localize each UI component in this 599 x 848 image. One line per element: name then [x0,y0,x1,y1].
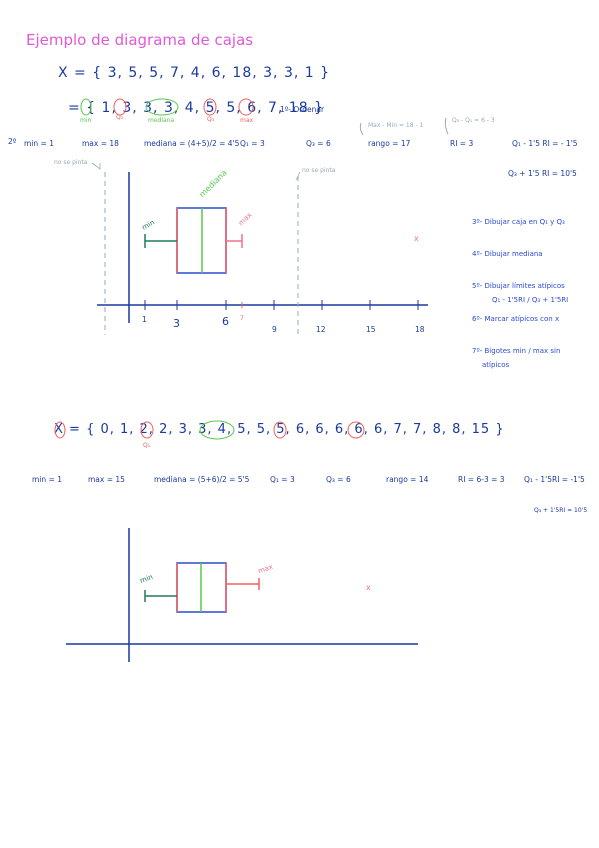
sorted-q1-label: Q₁ [116,114,124,121]
step-7-label: 7º- Bigotes min / max sin [472,347,561,355]
stat-range-2: rango = 14 [386,475,429,484]
step-3-label: 3º- Dibujar caja en Q₁ y Q₃ [472,218,565,226]
step-1-label: 1º- Ordenar [280,105,325,114]
stat-lower-fence-2: Q₁ - 1'5RI = -1'5 [524,475,585,484]
circle-q3-2 [273,421,287,439]
stat-upper-fence-1: Q₃ + 1'5 RI = 10'5 [508,169,577,178]
right-fence-label: no se pinta [302,167,336,174]
step-5-label: 5º- Dibujar límites atípicos [472,282,565,290]
stat-upper-fence-2: Q₃ + 1'5RI = 10'5 [534,507,588,514]
stat-q1-1: Q₁ = 3 [240,139,265,148]
stat-lower-fence-1: Q₁ - 1'5 RI = - 1'5 [512,139,578,148]
fence-arrow-left [91,162,101,170]
stat-median-2: mediana = (5+6)/2 = 5'5 [154,475,250,484]
stat-max-2: max = 15 [88,475,125,484]
circle-q1-1 [113,98,127,116]
step-2-label: 2º [8,137,17,146]
data-set-2: X = { 0, 1, 2, 2, 3, 3, 4, 5, 5, 5, 6, 6… [54,422,505,437]
stat-min-1: min = 1 [24,139,54,148]
outlier-mark-1: x [414,234,419,243]
circle-max-1 [238,98,254,116]
stat-q3-1: Q₃ = 6 [306,139,331,148]
sorted-min-label: min [80,117,92,124]
stat-median-1: mediana = (4+5)/2 = 4'5 [144,139,240,148]
stat-ri-2: RI = 6-3 = 3 [458,475,505,484]
step-7-label-cont: atípicos [482,361,510,369]
circle-q1-2 [140,421,154,439]
stat-min-2: min = 1 [32,475,62,484]
tick-label-12: 12 [316,325,326,334]
tick-label-18: 18 [415,325,425,334]
tick-label-6: 6 [222,315,229,328]
step-5-formula: Q₁ - 1'5RI / Q₃ + 1'5RI [492,296,569,304]
circle-median-2 [199,420,235,440]
circle-min-1 [80,98,92,116]
sorted-set-1: = { 1, 3, 3, 3, 4, 5, 5, 6, 7, 18 } [68,100,324,116]
circle-max-2 [347,421,365,439]
step-6-label: 6º- Marcar atípicos con x [472,315,560,323]
ri-calc-note: Q₃ - Q₁ = 6 - 3 [452,117,495,124]
step-4-label: 4º- Dibujar mediana [472,250,543,258]
sorted-q3-label: Q₃ [207,116,215,123]
sorted-median-label: mediana [148,117,175,124]
bracket-ri [444,117,449,135]
tick-label-9: 9 [272,325,277,334]
left-fence-label: no se pinta [54,159,88,166]
fence-arrow-right [295,171,301,181]
stat-range-1: rango = 17 [368,139,411,148]
tick-label-1: 1 [142,315,147,324]
tick-label-3: 3 [173,317,180,330]
q1-mark-2: Q₁ [143,442,151,449]
sorted-max-label: max [240,117,254,124]
circle-q3-1 [203,98,217,116]
tick-label-15: 15 [366,325,376,334]
stat-max-1: max = 18 [82,139,119,148]
outlier-mark-2: x [366,583,371,592]
stat-q3-2: Q₃ = 6 [326,475,351,484]
data-set-1: X = { 3, 5, 5, 7, 4, 6, 18, 3, 3, 1 } [58,65,331,81]
circle-median-1 [145,98,179,116]
range-calc-note: Max - Min = 18 - 1 [368,122,424,129]
tick-mark-7: 7 [240,315,244,322]
page-title: Ejemplo de diagrama de cajas [26,31,254,49]
circle-min-2 [54,421,66,439]
stat-q1-2: Q₁ = 3 [270,475,295,484]
stat-ri-1: RI = 3 [450,139,474,148]
bracket-range [359,122,364,136]
